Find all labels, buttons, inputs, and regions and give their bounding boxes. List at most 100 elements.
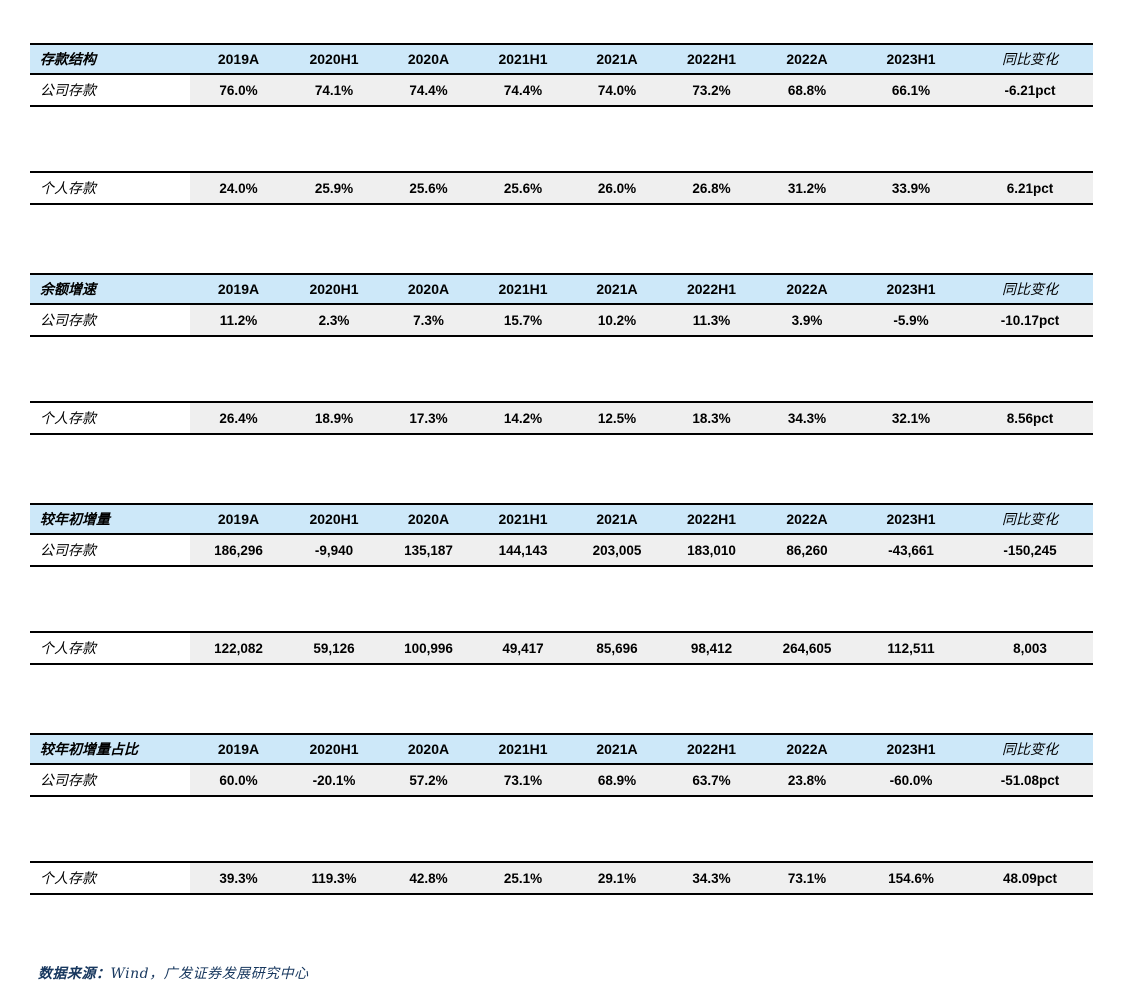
column-header: 2019A	[190, 43, 287, 75]
column-header: 2021H1	[476, 43, 570, 75]
cell-value: 23.8%	[759, 764, 855, 797]
cell-value: 39.3%	[190, 861, 287, 895]
cell-value: -10.17pct	[967, 304, 1093, 337]
cell-value: 25.1%	[476, 861, 570, 895]
cell-value: -9,940	[287, 534, 381, 567]
cell-value: 48.09pct	[967, 861, 1093, 895]
column-header: 2022H1	[664, 43, 759, 75]
cell-value: 26.0%	[570, 171, 664, 205]
column-header: 2020H1	[287, 503, 381, 535]
cell-value: 119.3%	[287, 861, 381, 895]
row-spacer	[30, 106, 1093, 172]
table-row: 公司存款 60.0% -20.1% 57.2% 73.1% 68.9% 63.7…	[30, 764, 1093, 797]
cell-value: 74.1%	[287, 74, 381, 107]
cell-value: 42.8%	[381, 861, 476, 895]
cell-value: 98,412	[664, 631, 759, 665]
cell-value: 3.9%	[759, 304, 855, 337]
cell-value: 14.2%	[476, 401, 570, 435]
column-header: 2023H1	[855, 733, 967, 765]
table-ytd-increase: 较年初增量 2019A 2020H1 2020A 2021H1 2021A 20…	[30, 503, 1093, 665]
column-header: 2022A	[759, 503, 855, 535]
cell-value: 2.3%	[287, 304, 381, 337]
cell-value: 11.2%	[190, 304, 287, 337]
cell-value: 26.8%	[664, 171, 759, 205]
cell-value: 68.8%	[759, 74, 855, 107]
row-spacer	[30, 336, 1093, 402]
row-label: 公司存款	[30, 764, 190, 797]
table-header-row: 较年初增量占比 2019A 2020H1 2020A 2021H1 2021A …	[30, 733, 1093, 765]
table-header-row: 存款结构 2019A 2020H1 2020A 2021H1 2021A 202…	[30, 43, 1093, 75]
cell-value: 25.6%	[381, 171, 476, 205]
cell-value: 10.2%	[570, 304, 664, 337]
cell-value: 15.7%	[476, 304, 570, 337]
cell-value: 33.9%	[855, 171, 967, 205]
column-header: 2020A	[381, 503, 476, 535]
cell-value: 74.0%	[570, 74, 664, 107]
cell-value: 11.3%	[664, 304, 759, 337]
cell-value: 18.9%	[287, 401, 381, 435]
row-label: 个人存款	[30, 631, 190, 665]
column-header: 2020H1	[287, 273, 381, 305]
column-header: 2021A	[570, 273, 664, 305]
cell-value: 112,511	[855, 631, 967, 665]
cell-value: 49,417	[476, 631, 570, 665]
table-row: 公司存款 11.2% 2.3% 7.3% 15.7% 10.2% 11.3% 3…	[30, 304, 1093, 337]
cell-value: -6.21pct	[967, 74, 1093, 107]
section-title: 较年初增量占比	[30, 733, 190, 765]
cell-value: -51.08pct	[967, 764, 1093, 797]
cell-value: 203,005	[570, 534, 664, 567]
cell-value: -5.9%	[855, 304, 967, 337]
table-row: 公司存款 76.0% 74.1% 74.4% 74.4% 74.0% 73.2%…	[30, 74, 1093, 107]
table-header-row: 余额增速 2019A 2020H1 2020A 2021H1 2021A 202…	[30, 273, 1093, 305]
cell-value: 74.4%	[476, 74, 570, 107]
column-header: 2021A	[570, 503, 664, 535]
cell-value: 183,010	[664, 534, 759, 567]
cell-value: 66.1%	[855, 74, 967, 107]
cell-value: -60.0%	[855, 764, 967, 797]
section-title: 余额增速	[30, 273, 190, 305]
cell-value: 6.21pct	[967, 171, 1093, 205]
table-row: 公司存款 186,296 -9,940 135,187 144,143 203,…	[30, 534, 1093, 567]
column-header: 2020A	[381, 43, 476, 75]
cell-value: 154.6%	[855, 861, 967, 895]
row-label: 个人存款	[30, 171, 190, 205]
column-header: 2023H1	[855, 503, 967, 535]
column-header: 2020A	[381, 273, 476, 305]
section-title: 存款结构	[30, 43, 190, 75]
cell-value: 73.2%	[664, 74, 759, 107]
column-header-yoy: 同比变化	[967, 273, 1093, 305]
table-row: 个人存款 26.4% 18.9% 17.3% 14.2% 12.5% 18.3%…	[30, 401, 1093, 435]
cell-value: 25.9%	[287, 171, 381, 205]
table-row: 个人存款 39.3% 119.3% 42.8% 25.1% 29.1% 34.3…	[30, 861, 1093, 895]
column-header: 2021H1	[476, 733, 570, 765]
cell-value: 122,082	[190, 631, 287, 665]
cell-value: 8.56pct	[967, 401, 1093, 435]
cell-value: 73.1%	[476, 764, 570, 797]
cell-value: 186,296	[190, 534, 287, 567]
cell-value: 86,260	[759, 534, 855, 567]
cell-value: 12.5%	[570, 401, 664, 435]
cell-value: 59,126	[287, 631, 381, 665]
cell-value: -43,661	[855, 534, 967, 567]
cell-value: 34.3%	[759, 401, 855, 435]
cell-value: 34.3%	[664, 861, 759, 895]
cell-value: 76.0%	[190, 74, 287, 107]
column-header: 2022A	[759, 273, 855, 305]
table-ytd-increase-share: 较年初增量占比 2019A 2020H1 2020A 2021H1 2021A …	[30, 733, 1093, 895]
cell-value: 57.2%	[381, 764, 476, 797]
row-spacer	[30, 566, 1093, 632]
cell-value: 135,187	[381, 534, 476, 567]
cell-value: 264,605	[759, 631, 855, 665]
row-label: 个人存款	[30, 401, 190, 435]
row-label: 个人存款	[30, 861, 190, 895]
column-header: 2020H1	[287, 733, 381, 765]
cell-value: -20.1%	[287, 764, 381, 797]
table-header-row: 较年初增量 2019A 2020H1 2020A 2021H1 2021A 20…	[30, 503, 1093, 535]
column-header: 2019A	[190, 273, 287, 305]
cell-value: -150,245	[967, 534, 1093, 567]
column-header-yoy: 同比变化	[967, 43, 1093, 75]
cell-value: 144,143	[476, 534, 570, 567]
cell-value: 60.0%	[190, 764, 287, 797]
cell-value: 73.1%	[759, 861, 855, 895]
column-header: 2022H1	[664, 733, 759, 765]
